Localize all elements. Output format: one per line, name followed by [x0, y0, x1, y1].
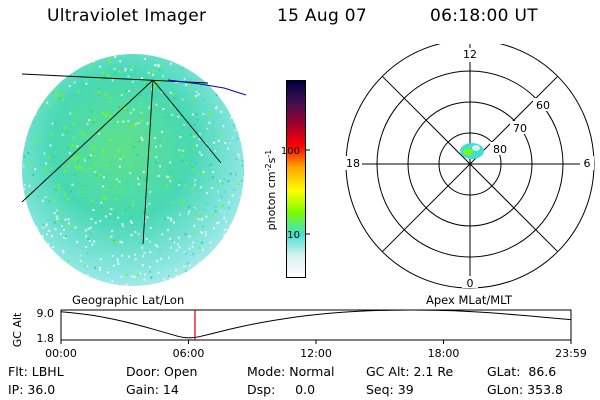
info-glat: GLat: 86.6 — [487, 364, 557, 379]
x-tick-1800: 18:00 — [428, 347, 460, 360]
altitude-series-line — [60, 309, 572, 339]
lat-label-70: 70 — [513, 122, 527, 135]
altitude-ymax-label: 9.0 — [37, 307, 55, 320]
date-label: 15 Aug 07 — [277, 6, 367, 26]
info-flt: Flt: LBHL — [8, 364, 64, 379]
mlt-label-0: 0 — [467, 277, 474, 290]
colorbar-tick-10: 10 — [287, 230, 300, 241]
info-mode: Mode: Normal — [247, 364, 335, 379]
disk-background — [22, 54, 244, 286]
info-glon: GLon: 353.8 — [487, 382, 563, 397]
mlt-label-18: 18 — [346, 157, 360, 170]
x-tick-2359: 23:59 — [555, 347, 587, 360]
lat-label-80: 80 — [493, 143, 507, 156]
polar-panel-label: Apex MLat/MLT — [426, 293, 513, 307]
auroral-blob — [460, 143, 484, 159]
disk-panel-label: Geographic Lat/Lon — [72, 293, 185, 307]
color-bar-axis: 100 10 photon cm-2s-1 — [264, 146, 310, 241]
app-title: Ultraviolet Imager — [47, 6, 207, 26]
earth-disk-image — [21, 54, 247, 286]
altitude-ylabel: GC Alt — [11, 312, 24, 347]
info-seq: Seq: 39 — [366, 382, 414, 397]
info-door: Door: Open — [126, 364, 198, 379]
x-tick-0000: 00:00 — [45, 347, 77, 360]
info-ip: IP: 36.0 — [8, 382, 56, 397]
mlt-label-6: 6 — [584, 157, 591, 170]
altitude-plot: GC Alt 9.0 1.8 00:00 06:00 12:00 18:00 2… — [11, 307, 587, 360]
color-bar — [286, 80, 306, 278]
colorbar-tick-100: 100 — [281, 146, 300, 157]
time-label: 06:18:00 UT — [430, 6, 538, 26]
polar-mlt-plot: 12 0 18 6 60 70 80 — [342, 44, 595, 290]
mlt-label-12: 12 — [463, 48, 477, 61]
colorbar-unit-label: photon cm-2s-1 — [264, 150, 278, 231]
terminator-line — [167, 79, 247, 96]
info-gain: Gain: 14 — [126, 382, 179, 397]
x-tick-0600: 06:00 — [173, 347, 205, 360]
info-dsp: Dsp: 0.0 — [247, 382, 316, 397]
altitude-ymin-label: 1.8 — [37, 332, 55, 345]
info-gc-alt: GC Alt: 2.1 Re — [366, 364, 454, 379]
x-tick-1200: 12:00 — [300, 347, 332, 360]
lat-label-60: 60 — [536, 99, 550, 112]
